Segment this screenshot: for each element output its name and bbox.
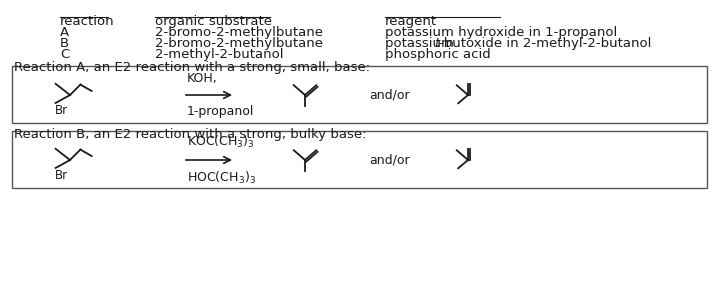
Text: -butoxide in 2-methyl-2-butanol: -butoxide in 2-methyl-2-butanol xyxy=(439,37,652,50)
Text: C: C xyxy=(60,48,69,61)
FancyBboxPatch shape xyxy=(12,131,707,188)
Text: B: B xyxy=(60,37,69,50)
Text: phosphoric acid: phosphoric acid xyxy=(385,48,491,61)
Text: Reaction B, an E2 reaction with a strong, bulky base:: Reaction B, an E2 reaction with a strong… xyxy=(14,128,366,141)
Text: and/or: and/or xyxy=(369,154,410,167)
Text: 1-propanol: 1-propanol xyxy=(187,105,254,118)
Text: HOC(CH$_3$)$_3$: HOC(CH$_3$)$_3$ xyxy=(187,170,256,186)
Text: and/or: and/or xyxy=(369,88,410,102)
Text: reagent: reagent xyxy=(385,15,437,28)
Text: organic substrate: organic substrate xyxy=(155,15,272,28)
Text: potassium hydroxide in 1-propanol: potassium hydroxide in 1-propanol xyxy=(385,26,617,39)
Text: Reaction A, an E2 reaction with a strong, small, base:: Reaction A, an E2 reaction with a strong… xyxy=(14,61,370,74)
Text: t: t xyxy=(434,37,440,50)
Text: KOH,: KOH, xyxy=(187,72,217,85)
FancyBboxPatch shape xyxy=(12,66,707,123)
Text: KOC(CH$_3$)$_3$: KOC(CH$_3$)$_3$ xyxy=(187,134,255,150)
Text: 2-methyl-2-butanol: 2-methyl-2-butanol xyxy=(155,48,284,61)
Text: reaction: reaction xyxy=(60,15,114,28)
Text: 2-bromo-2-methylbutane: 2-bromo-2-methylbutane xyxy=(155,26,323,39)
Text: Br: Br xyxy=(55,104,68,117)
Text: Br: Br xyxy=(55,169,68,182)
Text: 2-bromo-2-methylbutane: 2-bromo-2-methylbutane xyxy=(155,37,323,50)
Text: potassium: potassium xyxy=(385,37,458,50)
Text: A: A xyxy=(60,26,69,39)
